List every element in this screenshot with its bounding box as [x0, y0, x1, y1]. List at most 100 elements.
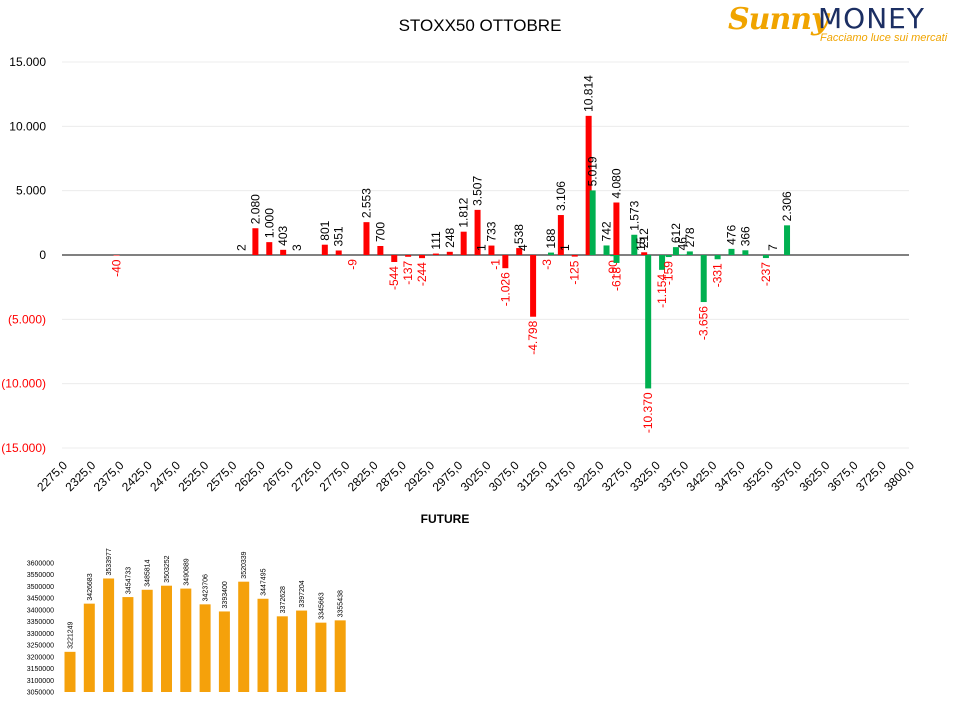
logo-money-text: MONEY — [818, 2, 925, 35]
data-bar — [610, 255, 617, 257]
data-label: -90 — [606, 260, 620, 278]
data-label: -10.370 — [641, 392, 655, 433]
future-bar — [64, 651, 76, 692]
data-label: -618 — [610, 267, 624, 291]
data-label: 612 — [669, 223, 683, 243]
data-bar — [686, 251, 693, 255]
future-data-label: 3485814 — [145, 559, 152, 586]
y-tick-label: (15.000) — [1, 441, 46, 455]
data-label: -159 — [662, 261, 676, 285]
future-y-tick-label: 3500000 — [27, 584, 54, 591]
future-data-label: 3503252 — [164, 555, 171, 582]
data-label: -1 — [488, 259, 502, 270]
data-bar — [645, 255, 652, 389]
data-bar — [784, 225, 791, 255]
data-bar — [502, 255, 509, 269]
data-bar — [474, 209, 481, 255]
data-label: -137 — [401, 260, 415, 284]
data-bar — [280, 249, 287, 255]
future-y-tick-label: 3150000 — [27, 666, 54, 673]
data-bar — [516, 248, 523, 255]
data-bar — [391, 255, 398, 262]
brand-logo: Sunny MONEY Facciamo luce sui mercati — [728, 2, 948, 48]
logo-tagline: Facciamo luce sui mercati — [820, 32, 948, 44]
future-y-tick-label: 3450000 — [27, 596, 54, 603]
data-label: 4.080 — [609, 168, 623, 198]
data-label: 538 — [512, 224, 526, 244]
data-bar — [335, 250, 342, 255]
future-data-label: 3426683 — [87, 573, 94, 600]
data-label: -3.656 — [697, 306, 711, 340]
data-label: -244 — [415, 262, 429, 286]
future-bar — [122, 597, 134, 692]
data-label: 7 — [766, 244, 780, 251]
data-bar — [631, 234, 638, 255]
data-label: 700 — [373, 222, 387, 242]
future-data-label: 3345663 — [318, 592, 325, 619]
data-label: 212 — [637, 228, 651, 248]
future-bar — [199, 604, 211, 692]
data-bar — [460, 231, 467, 255]
y-tick-label: (10.000) — [1, 377, 46, 391]
data-label: 278 — [683, 227, 697, 247]
data-label: 4 — [516, 244, 530, 251]
data-label: 1.000 — [262, 208, 276, 238]
future-bar — [180, 588, 192, 692]
data-label: -544 — [387, 266, 401, 290]
data-label: -40 — [110, 259, 124, 277]
data-bar — [266, 242, 273, 255]
future-bar — [257, 598, 269, 692]
data-bar — [547, 252, 554, 255]
data-label: 248 — [443, 227, 457, 247]
data-bar — [557, 215, 564, 255]
future-y-tick-label: 3550000 — [27, 572, 54, 579]
data-label: 3 — [290, 244, 304, 251]
future-data-label: 3447495 — [261, 568, 268, 595]
data-label: 351 — [332, 226, 346, 246]
data-label: 2.080 — [248, 194, 262, 224]
future-data-label: 3454733 — [125, 567, 132, 594]
future-chart-title: FUTURE — [420, 512, 470, 526]
future-data-label: 3221249 — [68, 621, 75, 648]
data-bar — [377, 245, 384, 255]
future-bar — [218, 611, 230, 692]
data-bar — [700, 255, 707, 303]
future-data-label: 3423706 — [203, 574, 210, 601]
main-chart: 15.000 10.000 5.000 0 (5.000) (10.000) (15.000… — [1, 55, 917, 494]
future-bar — [296, 610, 308, 692]
future-data-label: 3393400 — [222, 581, 229, 608]
y-tick-label: 5.000 — [16, 184, 46, 198]
y-tick-label: 10.000 — [9, 119, 46, 133]
future-y-tick-label: 3350000 — [27, 619, 54, 626]
data-bar — [672, 247, 679, 255]
data-bar — [432, 253, 439, 255]
future-data-label: 3490889 — [183, 558, 190, 585]
future-y-tick-label: 3100000 — [27, 678, 54, 685]
data-bar — [571, 255, 578, 257]
data-label: 1 — [558, 244, 572, 251]
data-bar — [419, 255, 426, 259]
future-bar — [315, 622, 327, 692]
data-label: 2.306 — [780, 191, 794, 221]
future-data-label: 3397204 — [299, 580, 306, 607]
data-bar — [665, 255, 672, 258]
y-tick-label: 0 — [39, 248, 46, 262]
data-label: 476 — [724, 225, 738, 245]
future-y-tick-label: 3400000 — [27, 607, 54, 614]
data-label: 733 — [484, 221, 498, 241]
data-bar — [728, 248, 735, 255]
data-label: 3.507 — [471, 176, 485, 206]
data-bar — [363, 222, 370, 255]
data-label: 3.106 — [554, 181, 568, 211]
future-data-label: 3520339 — [241, 551, 248, 578]
data-label: 801 — [318, 220, 332, 240]
data-label: -1.154 — [655, 274, 669, 308]
future-data-label: 3533977 — [106, 548, 113, 575]
future-bar — [103, 578, 115, 692]
data-label: 188 — [544, 228, 558, 248]
future-y-tick-label: 3200000 — [27, 654, 54, 661]
future-y-tick-label: 3250000 — [27, 643, 54, 650]
data-bar — [488, 245, 495, 255]
future-data-label: 3355438 — [338, 590, 345, 617]
